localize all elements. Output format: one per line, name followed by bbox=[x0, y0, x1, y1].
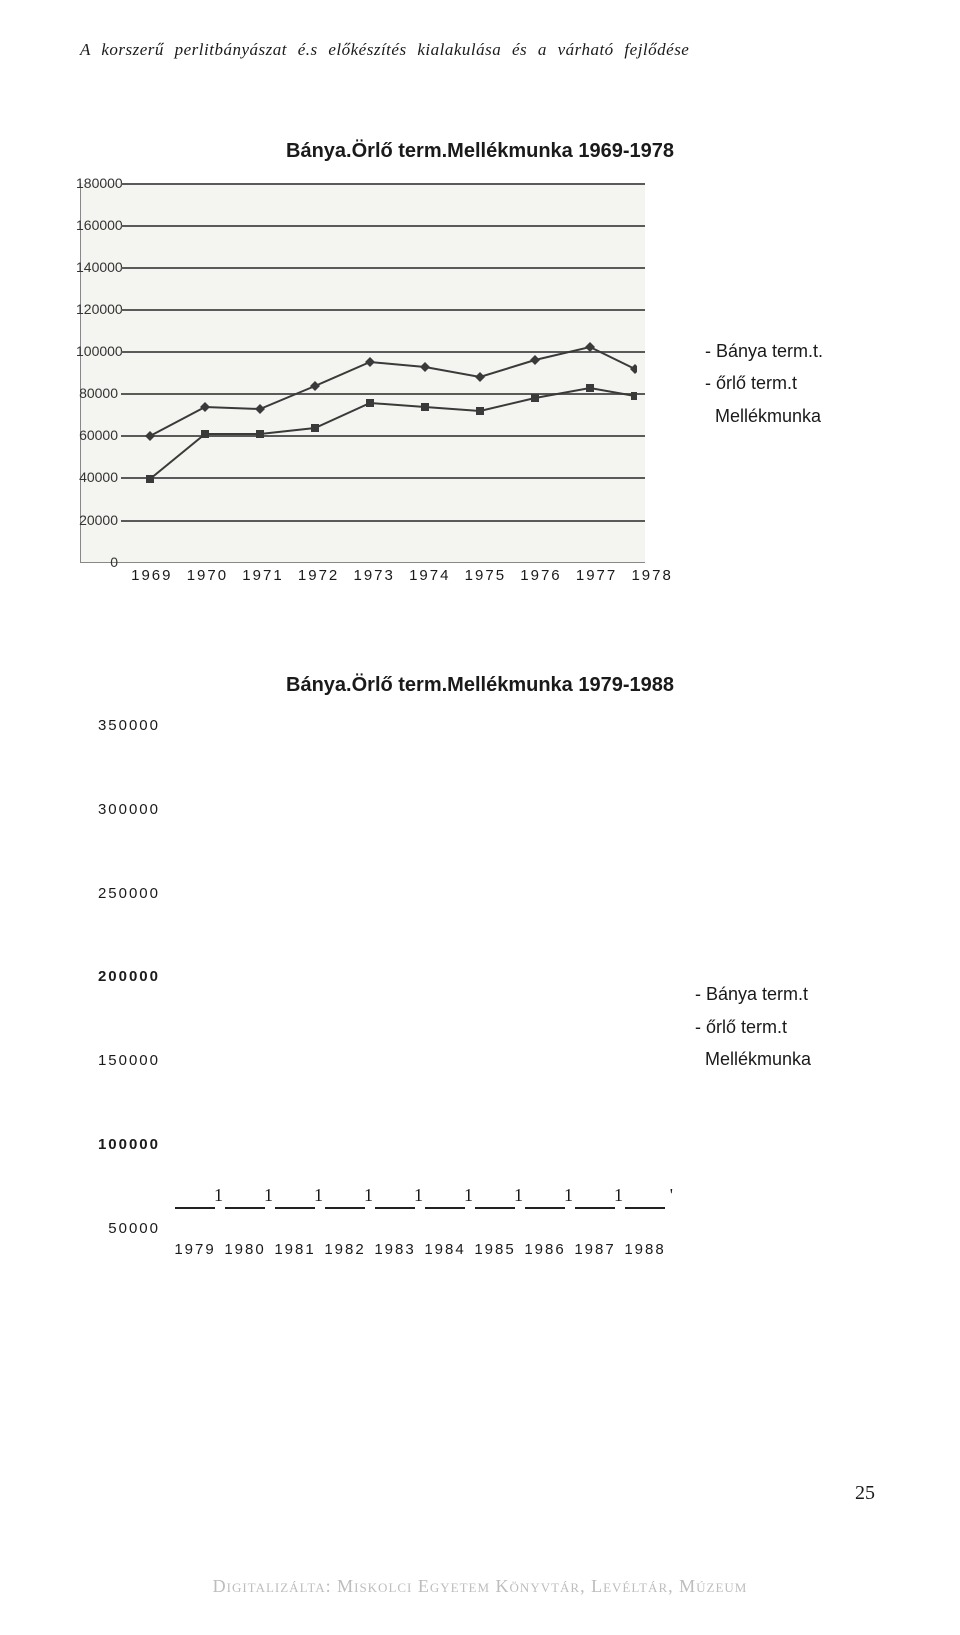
chart1-xtick: 1973 bbox=[346, 567, 402, 584]
chart1-ytick: 20000 bbox=[76, 512, 118, 528]
legend-item-banya: - Bánya term.t. bbox=[705, 335, 823, 367]
footer-credit: Digitalizálta: Miskolci Egyetem Könyvtár… bbox=[0, 1576, 960, 1597]
chart2-uptick: 1 bbox=[314, 1185, 323, 1206]
legend-item-mellek: Mellékmunka bbox=[705, 400, 823, 432]
chart2-uptick: 1 bbox=[514, 1185, 523, 1206]
chart2-xtick: 1982 bbox=[320, 1241, 370, 1258]
chart2-uptick: 1 bbox=[464, 1185, 473, 1206]
chart1-xtick: 1969 bbox=[124, 567, 180, 584]
chart1-ytick: 80000 bbox=[76, 385, 118, 401]
page-header: A korszerű perlitbányászat é.s előkészít… bbox=[80, 40, 880, 60]
chart1-xtick: 1970 bbox=[180, 567, 236, 584]
legend-item-mellek: Mellékmunka bbox=[695, 1043, 811, 1075]
chart2-ytick: 100000 bbox=[80, 1136, 160, 1153]
chart2-uptick: 1 bbox=[614, 1185, 623, 1206]
chart1-ytick: 140000 bbox=[76, 259, 118, 275]
chart1-ytick: 120000 bbox=[76, 301, 118, 317]
chart2-uptick: ' bbox=[670, 1185, 673, 1206]
chart1-ytick: 180000 bbox=[76, 175, 118, 191]
chart2-xaxis: 1979 1980 1981 1982 1983 1984 1985 1986 … bbox=[170, 1241, 670, 1258]
chart2-uptick: 1 bbox=[364, 1185, 373, 1206]
chart2-ytick: 150000 bbox=[80, 1052, 160, 1069]
chart1-plot-area: 180000 160000 140000 120000 100000 80000… bbox=[80, 183, 645, 563]
chart1-xtick: 1971 bbox=[235, 567, 291, 584]
chart1: Bánya.Örlő term.Mellékmunka 1969-1978 18… bbox=[80, 140, 880, 584]
chart1-legend: - Bánya term.t. - őrlő term.t Mellékmunk… bbox=[680, 335, 823, 432]
chart1-xtick: 1975 bbox=[458, 567, 514, 584]
chart2-legend: - Bánya term.t - őrlő term.t Mellékmunka bbox=[670, 978, 811, 1075]
chart2: Bánya.Örlő term.Mellékmunka 1979-1988 35… bbox=[80, 674, 880, 1258]
chart1-ytick: 0 bbox=[76, 554, 118, 570]
chart2-uptick: 1 bbox=[214, 1185, 223, 1206]
chart1-xaxis: 1969 1970 1971 1972 1973 1974 1975 1976 … bbox=[80, 567, 680, 584]
chart1-xtick: 1977 bbox=[569, 567, 625, 584]
chart1-xtick: 1972 bbox=[291, 567, 347, 584]
chart2-ytick: 300000 bbox=[80, 801, 160, 818]
chart2-ytick: 50000 bbox=[80, 1220, 160, 1237]
chart2-tick-segments: 1 1 1 1 1 1 1 1 1 ' bbox=[170, 1207, 670, 1227]
chart2-ytick: 250000 bbox=[80, 885, 160, 902]
legend-item-banya: - Bánya term.t bbox=[695, 978, 811, 1010]
chart1-xtick: 1976 bbox=[513, 567, 569, 584]
chart2-xtick: 1988 bbox=[620, 1241, 670, 1258]
chart2-xtick: 1980 bbox=[220, 1241, 270, 1258]
chart2-xtick: 1987 bbox=[570, 1241, 620, 1258]
chart2-xtick: 1983 bbox=[370, 1241, 420, 1258]
chart1-lines bbox=[125, 183, 637, 563]
chart2-plot-area: 1 1 1 1 1 1 1 1 1 ' bbox=[170, 717, 670, 1237]
chart2-xtick: 1986 bbox=[520, 1241, 570, 1258]
chart2-uptick: 1 bbox=[564, 1185, 573, 1206]
chart2-title: Bánya.Örlő term.Mellékmunka 1979-1988 bbox=[80, 674, 880, 697]
chart2-xtick: 1984 bbox=[420, 1241, 470, 1258]
legend-item-orlo: - őrlő term.t bbox=[695, 1011, 811, 1043]
chart1-ytick: 100000 bbox=[76, 343, 118, 359]
chart1-ytick: 160000 bbox=[76, 217, 118, 233]
chart2-ytick: 350000 bbox=[80, 717, 160, 734]
chart1-ytick: 60000 bbox=[76, 427, 118, 443]
chart1-xtick: 1974 bbox=[402, 567, 458, 584]
chart1-ytick: 40000 bbox=[76, 469, 118, 485]
chart2-ytick: 200000 bbox=[80, 968, 160, 985]
chart2-uptick: 1 bbox=[264, 1185, 273, 1206]
chart2-uptick: 1 bbox=[414, 1185, 423, 1206]
chart2-xtick: 1979 bbox=[170, 1241, 220, 1258]
page-number: 25 bbox=[855, 1482, 875, 1505]
chart1-title: Bánya.Örlő term.Mellékmunka 1969-1978 bbox=[80, 140, 880, 163]
chart1-xtick: 1978 bbox=[624, 567, 680, 584]
chart2-xtick: 1985 bbox=[470, 1241, 520, 1258]
legend-item-orlo: - őrlő term.t bbox=[705, 367, 823, 399]
chart2-yaxis: 350000 300000 250000 200000 150000 10000… bbox=[80, 717, 160, 1237]
chart2-xtick: 1981 bbox=[270, 1241, 320, 1258]
